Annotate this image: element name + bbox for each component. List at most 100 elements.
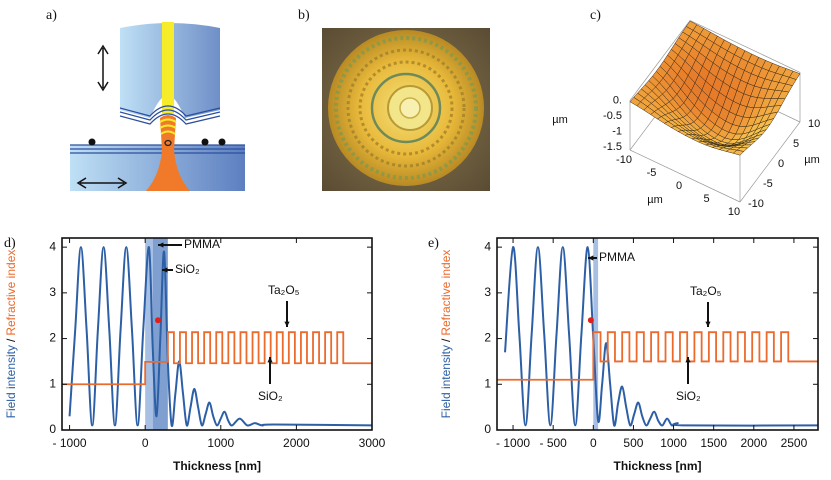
series-line (497, 331, 818, 381)
x-tick-label: - 500 (539, 436, 567, 450)
box-edge (629, 149, 741, 203)
x-tick-label: 0 (676, 180, 682, 192)
y-tick-label: 0 (484, 422, 491, 436)
panel-label: c) (590, 8, 601, 23)
arrow-vertical (97, 44, 109, 92)
x-tick-label: 0 (142, 436, 149, 450)
x-tick-label: - 1000 (496, 436, 530, 450)
y-tick-label: 2 (484, 331, 491, 345)
panel-label: d) (4, 236, 16, 251)
series-line (68, 246, 372, 428)
x-tick-label: 1500 (700, 436, 727, 450)
particle (201, 138, 209, 146)
y-tick-label: 3 (49, 285, 56, 299)
layer-band (145, 238, 153, 430)
micrograph (322, 28, 490, 191)
plot-frame (496, 237, 819, 431)
particle (88, 138, 96, 146)
x-tick-label: 10 (728, 206, 740, 218)
annotation: SiO₂ (258, 389, 283, 403)
x-tick-label: 2500 (781, 436, 808, 450)
plot-area (497, 238, 818, 430)
x-tick-label: -10 (616, 154, 632, 166)
photo-ring (346, 48, 466, 168)
annotation: Ta₂O₅ (690, 284, 722, 298)
y-axis-label: Field intensity / Refractive index (4, 250, 18, 419)
x-tick-label: 5 (703, 193, 709, 205)
annotation-arrowhead (284, 321, 290, 327)
annotation-arrowhead (267, 357, 273, 363)
box-edge (739, 121, 801, 203)
photo-center (399, 97, 421, 119)
x-tick-label: - 1000 (53, 436, 87, 450)
y-tick-label: -5 (763, 178, 773, 190)
arrow-horizontal (76, 177, 128, 189)
x-tick-label: 500 (623, 436, 643, 450)
annotation: PMMA (184, 237, 220, 251)
y-tick-label: 4 (484, 239, 491, 253)
annotation: Ta₂O₅ (268, 283, 300, 297)
x-tick-label: -5 (647, 167, 657, 179)
y-tick-label: 10 (808, 118, 820, 130)
y-tick-label: 5 (793, 138, 799, 150)
y-tick-label: 2 (49, 331, 56, 345)
x-tick-label: 1000 (660, 436, 687, 450)
y-tick-label: 1 (484, 376, 491, 390)
annotation-arrowhead (158, 242, 164, 248)
fiber-core (162, 22, 174, 114)
y-tick-label: -10 (748, 198, 764, 210)
mirror-line (119, 109, 221, 121)
x-tick-label: 2000 (740, 436, 767, 450)
schematic (70, 22, 245, 191)
photo-ring (370, 72, 442, 144)
annotation-arrowhead (685, 357, 691, 363)
y-tick-label: 0 (778, 158, 784, 170)
x-tick-label: 0 (590, 436, 597, 450)
z-axis-unit: µm (552, 114, 568, 126)
y-axis-label-separator: / (4, 338, 18, 342)
annotation-arrowhead (162, 267, 168, 273)
annotation: SiO₂ (676, 389, 701, 403)
panel-label: a) (46, 8, 57, 23)
y-tick-label: 3 (484, 285, 491, 299)
series-line (62, 331, 372, 386)
plot-area (62, 238, 372, 430)
emitter (164, 139, 172, 147)
mirror-line (119, 113, 221, 125)
x-tick-label: 2000 (283, 436, 310, 450)
chart: 0 1 2 3 4 - 1000 - 500 0 500 1000 1500 2000 2500 Thic… (439, 237, 819, 473)
mirror-line (119, 105, 221, 117)
surface-cell (732, 149, 745, 156)
z-tick-label: 0. (613, 94, 622, 106)
x-tick-label: 1000 (207, 436, 234, 450)
box-edge (629, 20, 691, 101)
annotation: SiO₂ (175, 262, 200, 276)
plot-frame (61, 237, 373, 431)
photo-ring (334, 36, 478, 180)
layer-band (593, 238, 599, 430)
z-tick-label: -1.5 (603, 141, 622, 153)
particle (218, 138, 226, 146)
panel-label: e) (428, 236, 439, 251)
y-axis-label-part: Refractive index (439, 250, 453, 336)
y-axis-unit: µm (804, 154, 820, 166)
y-axis-label-part: Refractive index (4, 250, 18, 336)
photo-ring (358, 60, 454, 156)
series-line (504, 246, 818, 427)
x-axis-unit: µm (647, 194, 663, 206)
z-tick-label: -1 (612, 125, 622, 137)
x-axis-label: Thickness [nm] (173, 459, 261, 473)
y-tick-label: 1 (49, 376, 56, 390)
annotation-arrowhead (705, 321, 711, 327)
y-axis-label-part: Field intensity (439, 345, 453, 418)
z-tick-label: -0.5 (603, 110, 622, 122)
marker-point (155, 317, 162, 324)
annotation-arrowhead (588, 255, 594, 261)
x-axis-label: Thickness [nm] (613, 459, 701, 473)
y-tick-label: 4 (49, 239, 56, 253)
mode (146, 115, 190, 191)
y-axis-label-part: Field intensity (4, 345, 18, 418)
